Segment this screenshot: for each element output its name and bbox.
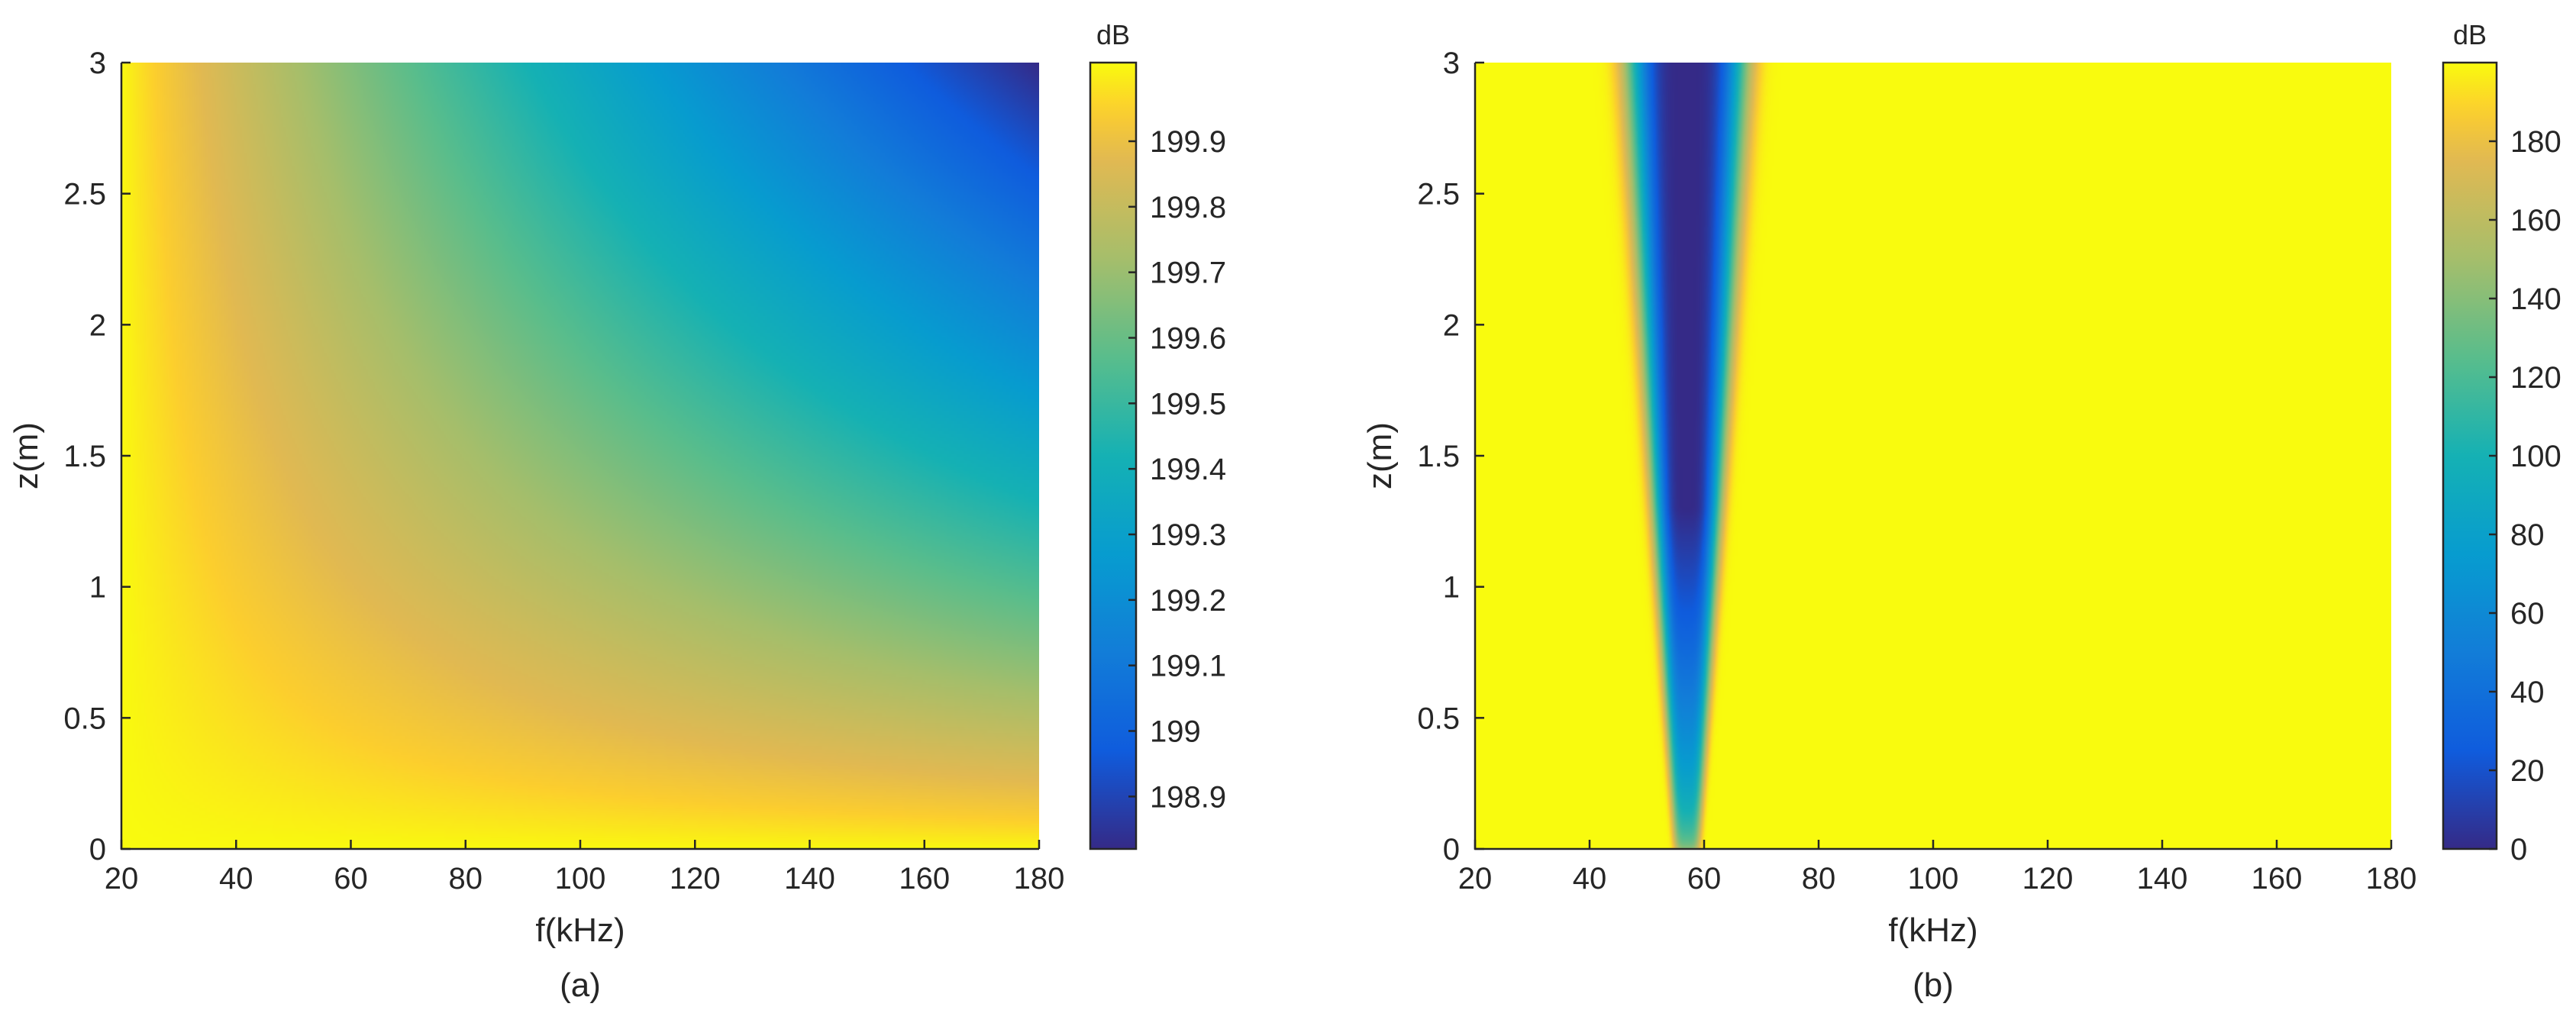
y-tick-label: 2.5 — [63, 178, 106, 211]
x-tick-label: 60 — [334, 862, 368, 896]
colorbar-tick-label: 199.7 — [1150, 257, 1226, 290]
x-tick-label: 160 — [899, 862, 950, 896]
colorbar-tick-label: 199.2 — [1150, 584, 1226, 618]
panel-caption: (a) — [560, 967, 601, 1004]
y-tick-label: 3 — [1443, 47, 1460, 80]
x-tick-label: 100 — [1908, 862, 1959, 896]
x-tick-label: 60 — [1687, 862, 1722, 896]
y-tick-label: 1 — [89, 571, 106, 605]
panel-caption: (b) — [1913, 967, 1954, 1004]
x-tick-label: 80 — [1802, 862, 1836, 896]
heatmap-panel-a: 20 40 60 80 100 120 140 160 180 0 0.5 1 1.5 2 2.5 3 f(kH… — [8, 19, 1226, 1004]
x-tick-label: 40 — [1573, 862, 1607, 896]
y-tick-label: 3 — [89, 47, 106, 80]
x-tick-label: 140 — [784, 862, 835, 896]
colorbar-tick-label: 199 — [1150, 715, 1201, 749]
heatmap-panel-b: 20 40 60 80 100 120 140 160 180 0 0.5 1 1.5 2 2.5 3 f(kH… — [1361, 19, 2561, 1004]
x-axis-label: f(kHz) — [1888, 912, 1977, 949]
y-tick-label: 2 — [1443, 308, 1460, 342]
colorbar-tick-label: 80 — [2510, 518, 2545, 552]
colorbar-tick-label: 100 — [2510, 440, 2561, 473]
heatmap-image — [1475, 63, 2391, 849]
y-tick-label: 0 — [89, 833, 106, 866]
x-tick-label: 80 — [449, 862, 483, 896]
x-tick-label: 20 — [1458, 862, 1493, 896]
colorbar-tick-label: 199.3 — [1150, 518, 1226, 552]
colorbar-tick-label: 199.1 — [1150, 650, 1226, 683]
colorbar — [1089, 61, 1138, 850]
x-tick-label: 180 — [2366, 862, 2417, 896]
colorbar-tick-label: 180 — [2510, 125, 2561, 159]
colorbar-tick-label: 40 — [2510, 676, 2545, 709]
colorbar-tick-label: 198.9 — [1150, 780, 1226, 814]
x-tick-label: 40 — [219, 862, 253, 896]
colorbar-tick-label: 0 — [2510, 833, 2527, 866]
heatmap-image — [121, 63, 1039, 849]
x-tick-label: 120 — [2022, 862, 2074, 896]
colorbar-tick-label: 140 — [2510, 282, 2561, 316]
colorbar-title: dB — [1096, 19, 1130, 50]
y-tick-label: 2.5 — [1417, 178, 1460, 211]
y-axis-label: z(m) — [1361, 422, 1399, 489]
y-tick-label: 2 — [89, 308, 106, 342]
x-tick-label: 140 — [2137, 862, 2188, 896]
x-tick-label: 180 — [1014, 862, 1065, 896]
colorbar-tick-label: 60 — [2510, 597, 2545, 631]
colorbar-tick-label: 199.6 — [1150, 322, 1226, 356]
y-tick-label: 0.5 — [63, 702, 106, 735]
y-axis-label: z(m) — [8, 422, 45, 489]
y-tick-label: 1 — [1443, 571, 1460, 605]
y-tick-label: 1.5 — [1417, 440, 1460, 473]
x-tick-label: 120 — [670, 862, 721, 896]
colorbar-tick-label: 199.5 — [1150, 387, 1226, 421]
colorbar — [2442, 61, 2498, 850]
colorbar-tick-label: 199.8 — [1150, 191, 1226, 224]
x-tick-label: 100 — [555, 862, 606, 896]
colorbar-title: dB — [2453, 19, 2487, 50]
x-tick-label: 160 — [2252, 862, 2303, 896]
colorbar-tick-label: 120 — [2510, 361, 2561, 395]
colorbar-tick-label: 160 — [2510, 204, 2561, 237]
x-tick-label: 20 — [105, 862, 139, 896]
colorbar-tick-label: 20 — [2510, 754, 2545, 788]
x-axis-label: f(kHz) — [535, 912, 625, 949]
y-tick-label: 1.5 — [63, 440, 106, 473]
colorbar-tick-label: 199.9 — [1150, 125, 1226, 159]
colorbar-tick-label: 199.4 — [1150, 453, 1226, 486]
y-tick-label: 0 — [1443, 833, 1460, 866]
y-tick-label: 0.5 — [1417, 702, 1460, 735]
